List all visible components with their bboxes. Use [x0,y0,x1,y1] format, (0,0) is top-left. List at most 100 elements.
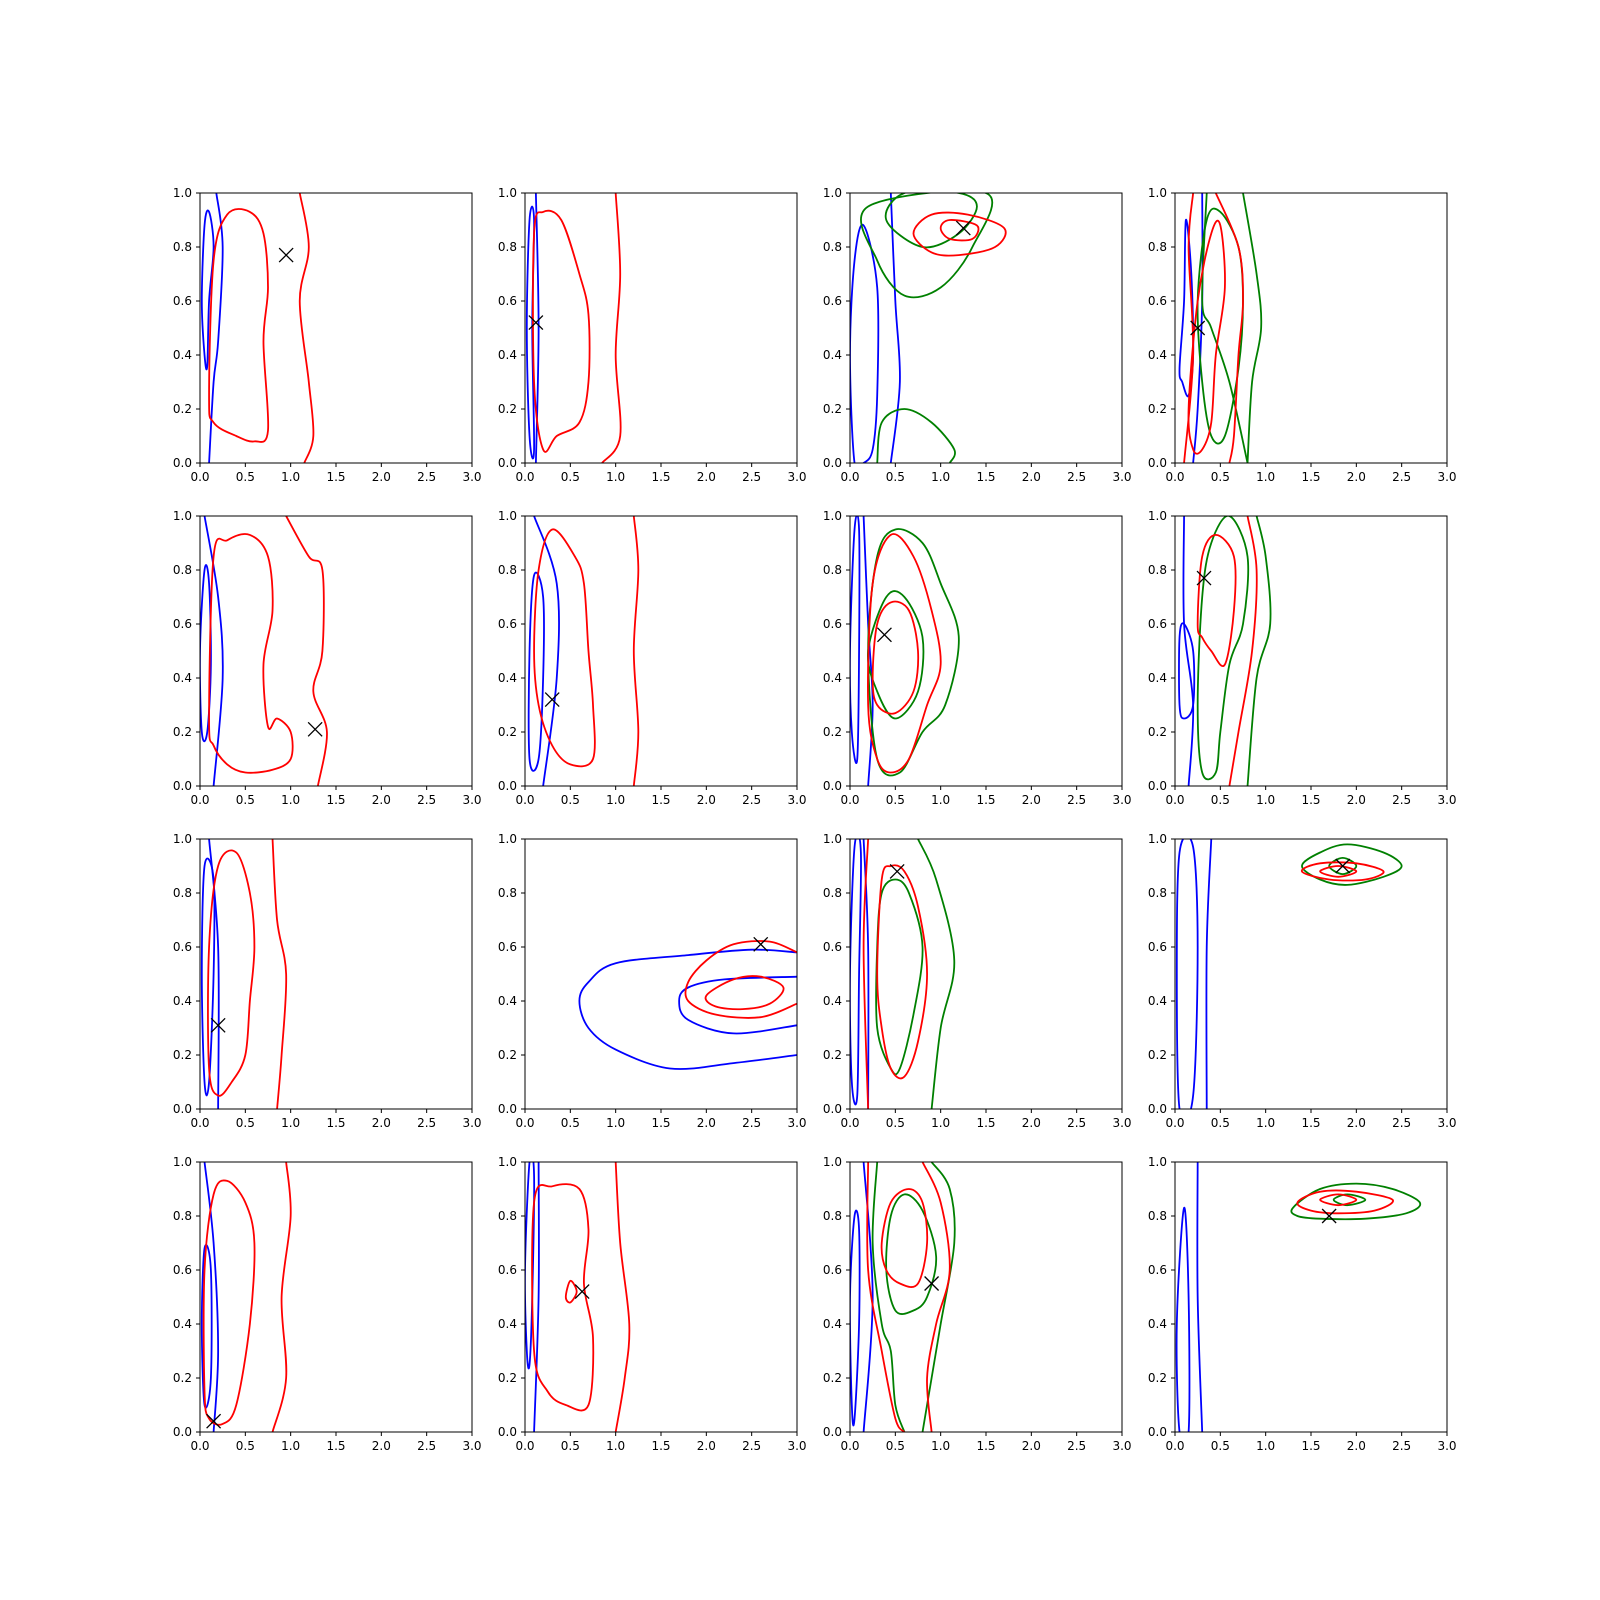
x-tick-label: 2.0 [697,470,716,484]
axes-frame [1174,1161,1448,1433]
y-tick-label: 1.0 [498,509,517,523]
y-tick-label: 0.4 [173,348,192,362]
x-tick-label: 1.0 [1256,470,1275,484]
x-tick-label: 1.0 [931,470,950,484]
x-tick-label: 2.0 [372,793,391,807]
subplot-r3-c2: 0.0 0.5 1.0 1.5 2.0 2.5 3.0 0.0 0.2 0.4 0.6 0.8 1.0 [498,832,807,1130]
contour-blue-1 [850,1209,861,1427]
subplot-r4-c3: 0.0 0.5 1.0 1.5 2.0 2.5 3.0 0.0 0.2 0.4 0.6 0.8 1.0 [823,1155,1132,1453]
contour-blue-2 [200,209,215,371]
contour-red-7 [939,219,980,242]
y-tick-label: 0.4 [1148,348,1167,362]
x-tick-label: 1.0 [281,1439,300,1453]
contour-green-4 [917,839,956,1109]
y-tick-label: 0.2 [823,725,842,739]
x-tick-label: 1.0 [931,1116,950,1130]
subplot-r3-c3: 0.0 0.5 1.0 1.5 2.0 2.5 3.0 0.0 0.2 0.4 0.6 0.8 1.0 [823,832,1132,1130]
contour-blue-1 [1175,1206,1191,1432]
x-tick-label: 1.0 [1256,793,1275,807]
x-tick-label: 0.0 [190,1439,209,1453]
subplot-r1-c3: 0.0 0.5 1.0 1.5 2.0 2.5 3.0 0.0 0.2 0.4 0.6 0.8 1.0 [823,186,1132,484]
contour-blue-1 [850,223,880,463]
y-tick-label: 0.8 [173,563,192,577]
contour-green-3 [885,1193,938,1315]
subplot-r2-c4: 0.0 0.5 1.0 1.5 2.0 2.5 3.0 0.0 0.2 0.4 0.6 0.8 1.0 [1148,509,1457,807]
x-tick-label: 2.5 [417,1439,436,1453]
contour-green-3 [860,193,994,299]
y-tick-label: 0.6 [823,617,842,631]
x-tick-label: 0.5 [236,1116,255,1130]
contour-blue-1 [850,839,862,1106]
contour-group [1178,193,1263,463]
y-tick-label: 0.2 [823,402,842,416]
x-marker-stroke [1321,1208,1337,1224]
y-tick-label: 0.8 [1148,1209,1167,1223]
x-marker-stroke [1335,858,1351,874]
x-tick-label: 2.0 [697,1116,716,1130]
y-tick-label: 1.0 [498,186,517,200]
y-tick-label: 0.4 [498,994,517,1008]
contour-red-7 [1183,193,1195,463]
x-tick-label: 0.5 [886,1116,905,1130]
y-tick-label: 1.0 [1148,186,1167,200]
y-tick-label: 0.4 [1148,671,1167,685]
x-tick-label: 0.5 [886,793,905,807]
contour-blue-2 [889,193,901,463]
contour-red-4 [632,516,640,786]
contour-red-5 [876,864,928,1080]
subplot-r1-c4: 0.0 0.5 1.0 1.5 2.0 2.5 3.0 0.0 0.2 0.4 0.6 0.8 1.0 [1148,186,1457,484]
x-tick-label: 3.0 [462,793,481,807]
x-tick-label: 1.5 [651,1116,670,1130]
x-tick-label: 2.0 [1022,793,1041,807]
x-tick-label: 1.5 [976,470,995,484]
y-tick-label: 0.0 [823,1425,842,1439]
x-tick-label: 2.0 [1022,1439,1041,1453]
x-tick-label: 1.0 [1256,1439,1275,1453]
x-marker [1190,320,1206,336]
y-tick-label: 0.6 [823,940,842,954]
x-tick-label: 1.0 [606,1116,625,1130]
contour-red-6 [867,533,942,774]
x-tick-label: 3.0 [1437,1116,1456,1130]
y-tick-label: 0.8 [173,886,192,900]
y-tick-label: 1.0 [1148,1155,1167,1169]
axes-frame [199,1161,473,1433]
contour-green-3 [1301,843,1403,886]
contour-red-3 [202,1179,256,1426]
y-tick-label: 1.0 [823,509,842,523]
y-tick-label: 1.0 [173,1155,192,1169]
subplot-r4-c2: 0.0 0.5 1.0 1.5 2.0 2.5 3.0 0.0 0.2 0.4 0.6 0.8 1.0 [498,1155,807,1453]
x-tick-label: 1.0 [281,793,300,807]
x-tick-label: 2.0 [372,470,391,484]
contour-green-5 [876,408,956,463]
contour-blue-2 [862,516,874,786]
y-tick-label: 0.0 [1148,456,1167,470]
x-tick-label: 2.0 [1022,470,1041,484]
contour-red-6 [1228,516,1258,786]
x-tick-label: 3.0 [462,1439,481,1453]
y-tick-label: 1.0 [498,832,517,846]
x-marker [1335,858,1351,874]
x-tick-label: 2.5 [417,793,436,807]
x-marker [889,863,905,879]
contour-group [200,839,288,1109]
contour-red-4 [285,516,328,786]
x-tick-label: 3.0 [1112,1116,1131,1130]
y-tick-label: 0.4 [823,671,842,685]
axes-frame [199,515,473,787]
x-tick-label: 1.5 [976,1439,995,1453]
x-marker-stroke [528,315,544,331]
x-tick-label: 2.5 [1067,793,1086,807]
x-tick-label: 2.0 [372,1439,391,1453]
y-tick-label: 0.0 [823,1102,842,1116]
contour-red-3 [533,528,596,768]
y-tick-label: 0.0 [173,1102,192,1116]
contour-green-4 [1328,857,1358,875]
x-tick-label: 0.5 [561,470,580,484]
contour-red-6 [1319,865,1358,878]
x-tick-label: 1.5 [976,793,995,807]
x-marker [528,315,544,331]
contour-red-4 [564,1279,578,1304]
y-tick-label: 0.8 [823,563,842,577]
x-tick-label: 1.5 [326,1439,345,1453]
